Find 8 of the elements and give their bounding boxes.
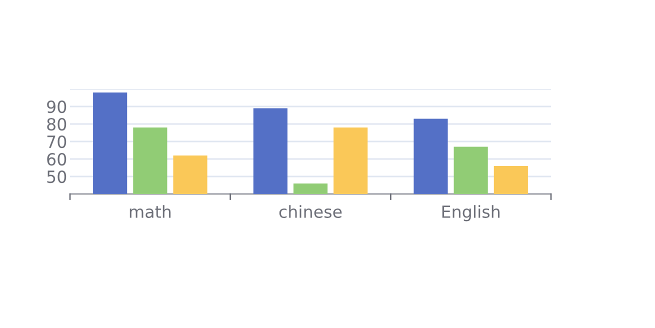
y-tick-label: 70: [47, 135, 66, 148]
y-tick-label: 90: [47, 100, 66, 114]
y-tick-label: 60: [47, 152, 66, 166]
x-tick-label: math: [130, 205, 171, 218]
y-tick-label: 50: [47, 170, 66, 184]
x-tick-label: English: [442, 205, 500, 222]
x-tick-label: chinese: [279, 205, 342, 218]
y-tick-label: 80: [47, 118, 66, 131]
